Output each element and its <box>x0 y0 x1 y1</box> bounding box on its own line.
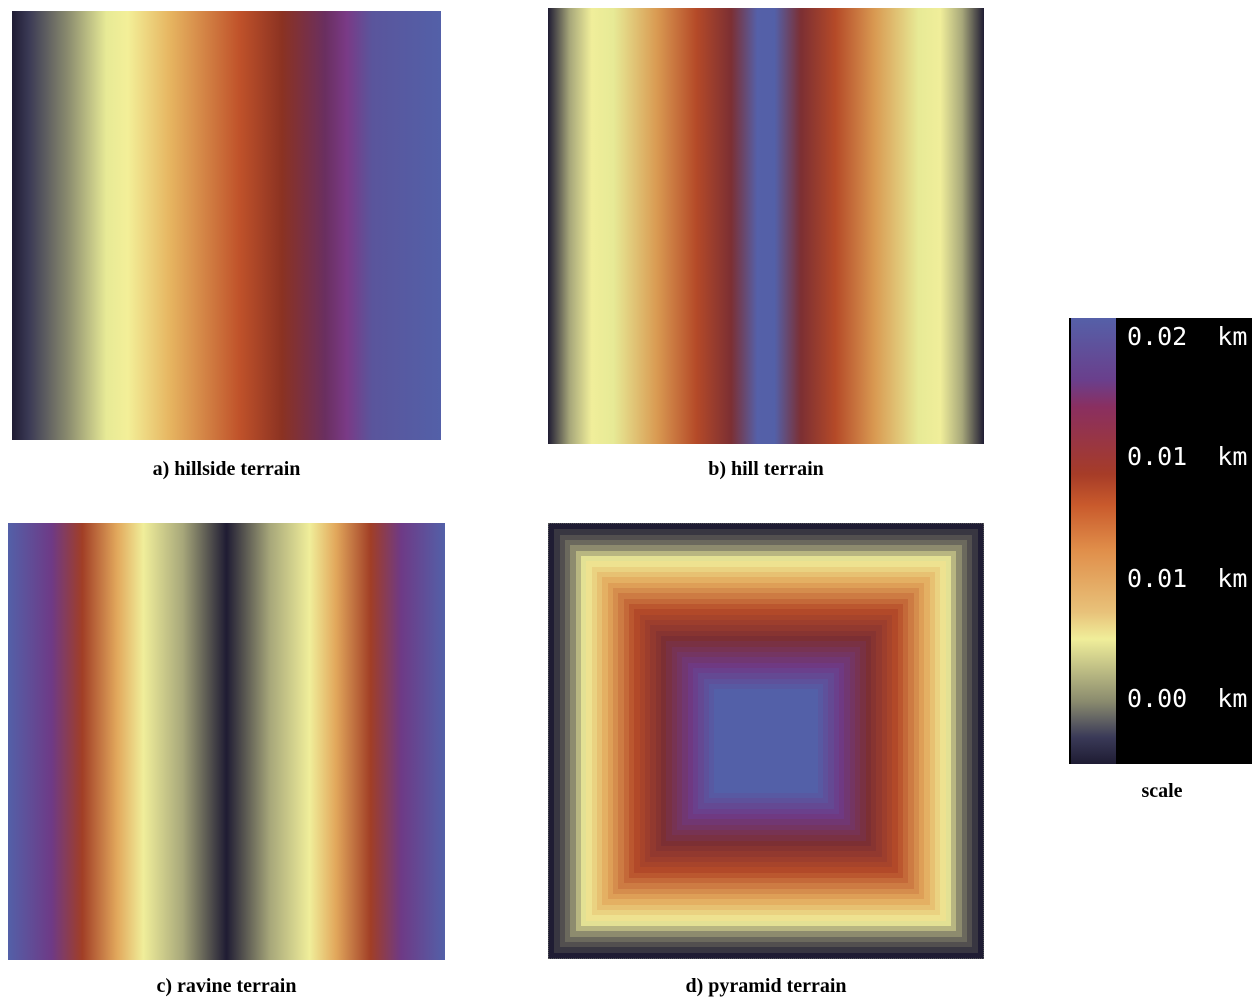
hill-terrain-image <box>548 8 984 444</box>
hillside-terrain-image <box>12 11 441 440</box>
pyramid-terrain-image <box>548 523 984 959</box>
scale-tick-upper: 0.01 km <box>1127 442 1248 471</box>
caption-ravine: c) ravine terrain <box>156 975 297 997</box>
ravine-terrain-image <box>8 523 445 960</box>
caption-pyramid: d) pyramid terrain <box>685 975 847 997</box>
scale-color-strip <box>1071 318 1116 764</box>
scale-tick-bottom: 0.00 km <box>1127 684 1248 713</box>
scale-tick-top: 0.02 km <box>1127 322 1248 351</box>
caption-scale: scale <box>1141 780 1183 802</box>
scale-tick-lower: 0.01 km <box>1127 564 1248 593</box>
caption-hill: b) hill terrain <box>708 458 824 480</box>
scale-legend: 0.02 km 0.01 km 0.01 km 0.00 km <box>1069 318 1252 764</box>
pyramid-ring <box>735 710 797 772</box>
caption-hillside: a) hillside terrain <box>152 458 301 480</box>
